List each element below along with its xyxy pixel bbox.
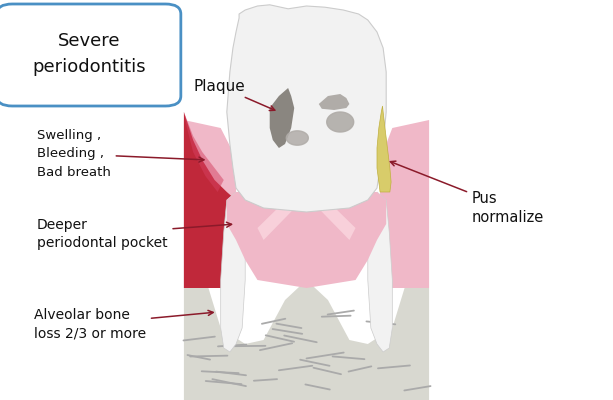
Text: Deeper
periodontal pocket: Deeper periodontal pocket <box>37 218 232 250</box>
Text: Pus
normalize: Pus normalize <box>390 161 544 226</box>
Polygon shape <box>380 120 429 288</box>
Polygon shape <box>327 112 354 132</box>
Text: Alveolar bone
loss 2/3 or more: Alveolar bone loss 2/3 or more <box>34 308 213 340</box>
Text: Swelling ,
Bleeding ,
Bad breath: Swelling , Bleeding , Bad breath <box>37 130 204 178</box>
Polygon shape <box>184 112 224 192</box>
Polygon shape <box>319 94 349 110</box>
Polygon shape <box>227 192 386 288</box>
Polygon shape <box>368 192 392 352</box>
Polygon shape <box>270 88 294 148</box>
Polygon shape <box>377 106 391 192</box>
Text: Severe
periodontitis: Severe periodontitis <box>32 32 146 76</box>
FancyBboxPatch shape <box>0 4 181 106</box>
Text: Plaque: Plaque <box>193 78 275 110</box>
Polygon shape <box>286 131 308 145</box>
Polygon shape <box>184 112 239 288</box>
Polygon shape <box>184 280 429 400</box>
Polygon shape <box>257 180 356 240</box>
Polygon shape <box>227 5 386 212</box>
Polygon shape <box>184 120 236 288</box>
Polygon shape <box>221 192 245 352</box>
